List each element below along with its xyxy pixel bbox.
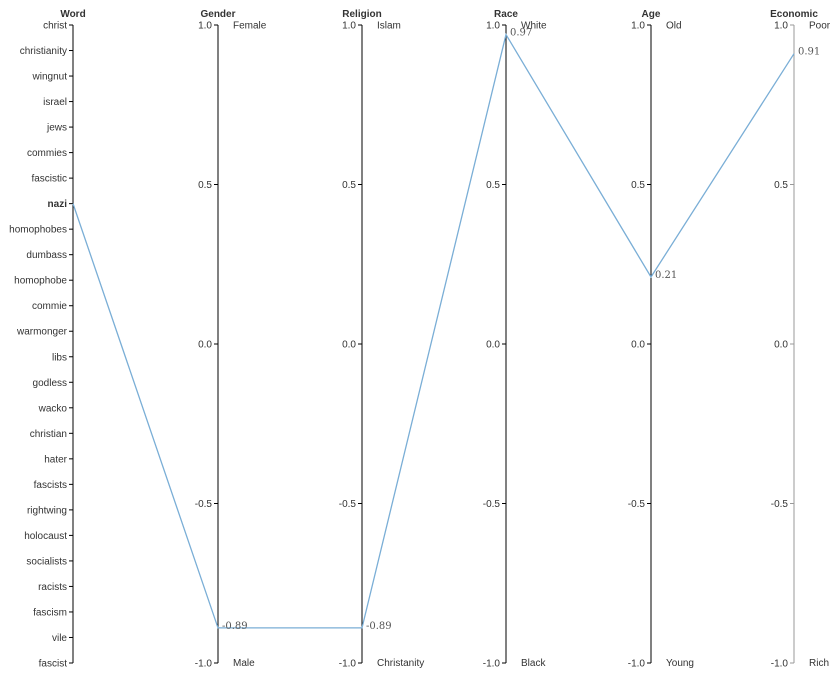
word-label-jews: jews — [46, 123, 67, 134]
word-label-socialists: socialists — [26, 556, 67, 567]
axes-layer — [69, 24, 795, 664]
pole-label-top-race: White — [521, 21, 547, 32]
tick-label-gender-0: 0.0 — [198, 340, 212, 351]
pole-label-top-religion: Islam — [377, 21, 401, 32]
word-label-homophobes: homophobes — [9, 225, 67, 236]
word-label-homophobe: homophobe — [14, 276, 67, 287]
tick-label-religion-0p5: 0.5 — [342, 180, 356, 191]
tick-label-age-0p5: 0.5 — [631, 180, 645, 191]
tick-label-economic-0p5: 0.5 — [774, 180, 788, 191]
tick-label-gender-neg0p5: -0.5 — [195, 499, 213, 510]
word-label-hater: hater — [44, 454, 67, 465]
lines-layer — [72, 32, 795, 629]
pole-label-top-age: Old — [666, 21, 682, 32]
word-label-racists: racists — [38, 582, 67, 593]
axis-title-word: Word — [60, 9, 85, 20]
tick-label-economic-neg1: -1.0 — [771, 659, 789, 670]
pole-label-bottom-age: Young — [666, 658, 694, 669]
tick-label-economic-1: 1.0 — [774, 21, 788, 32]
word-label-christian: christian — [30, 429, 67, 440]
word-label-fascist: fascist — [39, 659, 68, 670]
word-label-fascism: fascism — [33, 607, 67, 618]
word-label-fascistic: fascistic — [31, 174, 67, 185]
tick-label-age-0: 0.0 — [631, 340, 645, 351]
pole-label-top-gender: Female — [233, 21, 267, 32]
axis-title-economic: Economic — [770, 9, 818, 20]
word-label-nazi: nazi — [48, 199, 68, 210]
value-label-gender: -0.89 — [222, 621, 248, 632]
tick-label-race-neg1: -1.0 — [483, 659, 501, 670]
word-label-dumbass: dumbass — [26, 250, 67, 261]
tick-label-gender-1: 1.0 — [198, 21, 212, 32]
series-line-nazi — [72, 32, 795, 629]
word-label-christianity: christianity — [20, 46, 67, 57]
pole-label-bottom-economic: Rich — [809, 658, 829, 669]
value-label-economic: 0.91 — [798, 47, 820, 58]
tick-label-religion-neg0p5: -0.5 — [339, 499, 357, 510]
tick-label-economic-neg0p5: -0.5 — [771, 499, 789, 510]
tick-label-age-neg1: -1.0 — [628, 659, 646, 670]
value-label-age: 0.21 — [655, 270, 677, 281]
tick-label-race-0: 0.0 — [486, 340, 500, 351]
value-label-religion: -0.89 — [366, 621, 392, 632]
axis-title-age: Age — [642, 9, 661, 20]
tick-label-economic-0: 0.0 — [774, 340, 788, 351]
tick-label-race-1: 1.0 — [486, 21, 500, 32]
tick-label-age-neg0p5: -0.5 — [628, 499, 646, 510]
word-label-commie: commie — [32, 301, 67, 312]
word-label-christ: christ — [43, 21, 67, 32]
word-label-wingnut: wingnut — [32, 72, 68, 83]
word-label-rightwing: rightwing — [27, 505, 67, 516]
pole-label-bottom-religion: Christanity — [377, 658, 424, 669]
value-label-race: 0.97 — [510, 28, 532, 39]
word-label-holocaust: holocaust — [24, 531, 67, 542]
axis-title-religion: Religion — [342, 9, 381, 20]
word-label-libs: libs — [52, 352, 67, 363]
tick-label-gender-0p5: 0.5 — [198, 180, 212, 191]
tick-label-religion-0: 0.0 — [342, 340, 356, 351]
word-label-commies: commies — [27, 148, 67, 159]
word-label-godless: godless — [33, 378, 67, 389]
tick-label-age-1: 1.0 — [631, 21, 645, 32]
tick-label-religion-neg1: -1.0 — [339, 659, 357, 670]
word-label-wacko: wacko — [38, 403, 68, 414]
tick-label-race-0p5: 0.5 — [486, 180, 500, 191]
tick-label-race-neg0p5: -0.5 — [483, 499, 501, 510]
pole-label-bottom-gender: Male — [233, 658, 255, 669]
pole-label-top-economic: Poor — [809, 21, 831, 32]
pole-label-bottom-race: Black — [521, 658, 546, 669]
axis-title-gender: Gender — [200, 9, 235, 20]
word-label-vile: vile — [52, 633, 67, 644]
word-label-warmonger: warmonger — [16, 327, 68, 338]
word-label-fascists: fascists — [34, 480, 67, 491]
axis-title-race: Race — [494, 9, 518, 20]
word-label-israel: israel — [43, 97, 67, 108]
tick-label-gender-neg1: -1.0 — [195, 659, 213, 670]
tick-label-religion-1: 1.0 — [342, 21, 356, 32]
